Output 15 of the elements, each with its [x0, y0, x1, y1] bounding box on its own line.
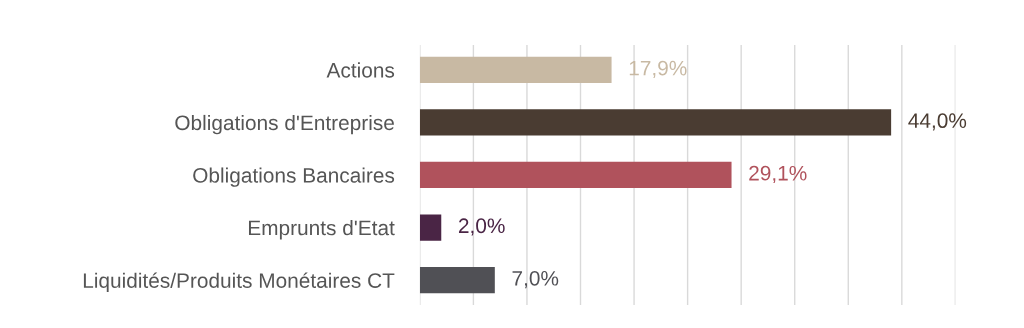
- y-tick-label: Emprunts d'Etat: [248, 219, 395, 240]
- bar: [419, 266, 495, 294]
- bar: [419, 56, 612, 84]
- bar: [419, 161, 732, 189]
- data-label: 17,9%: [629, 60, 687, 78]
- bar: [419, 214, 442, 241]
- y-tick-label: Actions: [326, 62, 395, 78]
- y-tick-label: Liquidités/Produits Monétaires CT: [83, 272, 395, 293]
- data-label: 44,0%: [908, 113, 967, 131]
- y-tick-label: Obligations Bancaires: [193, 167, 395, 187]
- y-tick-label: Obligations d'Entreprise: [175, 114, 394, 135]
- data-label: 7,0%: [512, 270, 559, 289]
- data-label: 29,1%: [749, 165, 807, 184]
- data-label: 2,0%: [458, 218, 505, 236]
- bar: [419, 109, 892, 136]
